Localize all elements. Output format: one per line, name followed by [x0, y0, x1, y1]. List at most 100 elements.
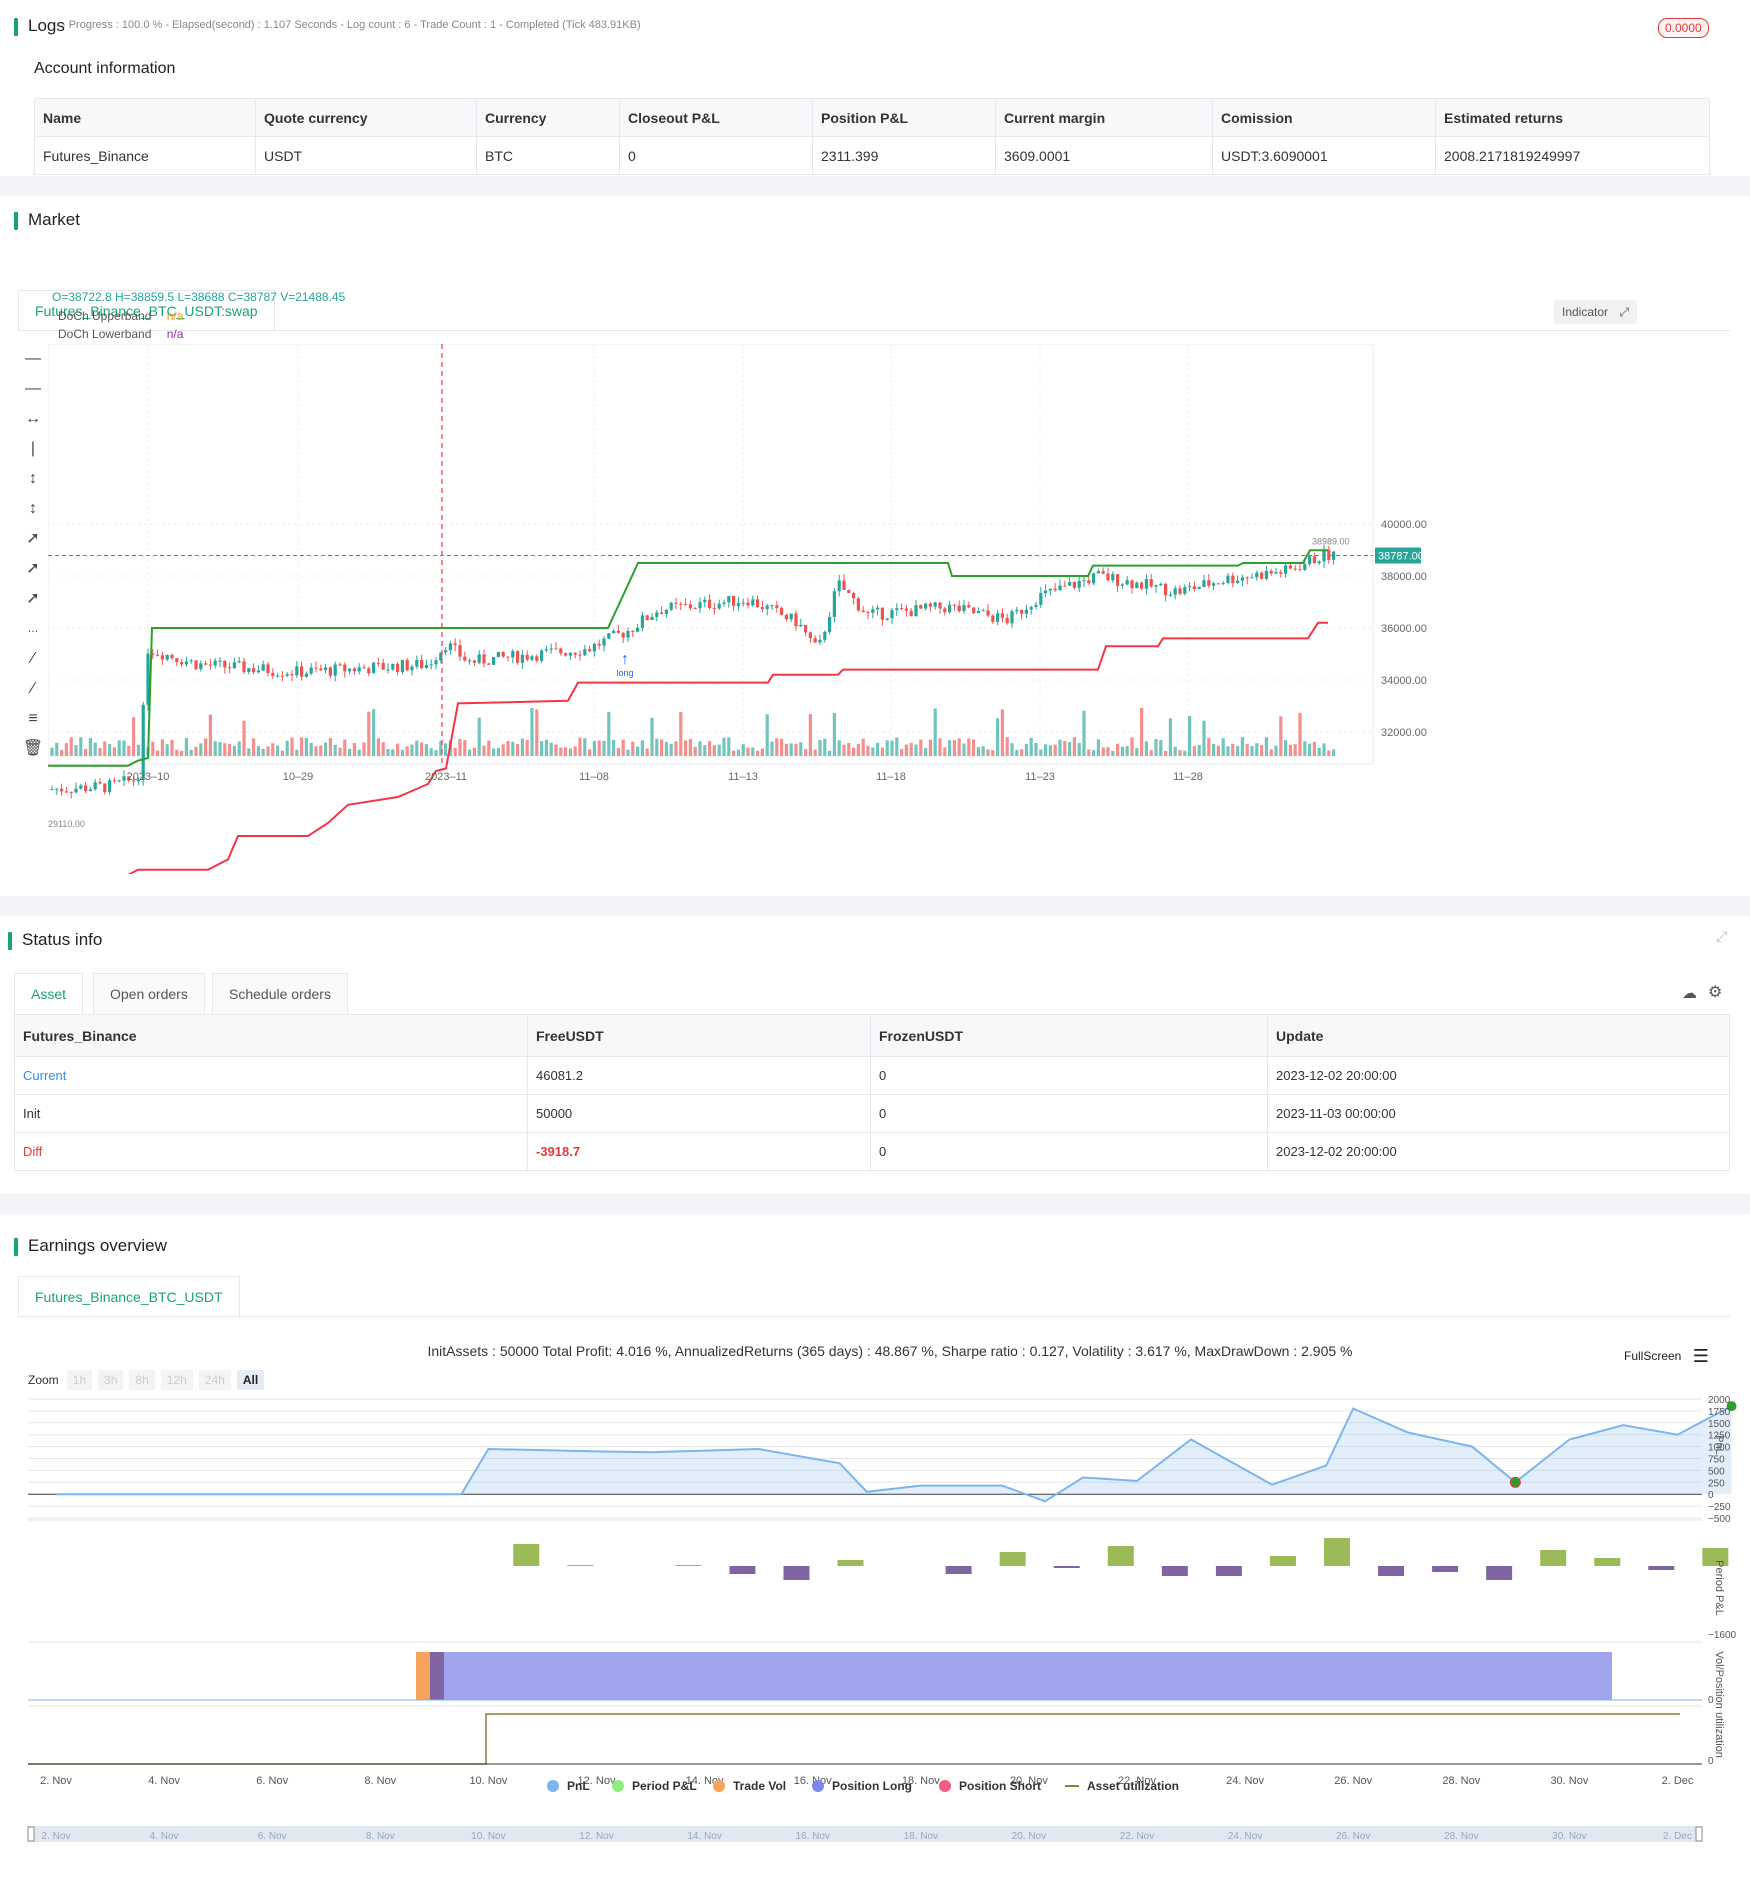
volume-bar — [861, 738, 865, 756]
volume-bar — [938, 738, 942, 756]
candle-body — [242, 661, 246, 672]
candle-body — [463, 656, 467, 661]
candle-body — [477, 654, 481, 663]
candle-body — [856, 598, 860, 611]
gear-icon[interactable]: ⚙ — [1708, 984, 1723, 1001]
info-line-icon[interactable]: … — [27, 623, 39, 635]
volume-bar — [573, 746, 577, 756]
candle-body — [1245, 577, 1249, 579]
candle-body — [1058, 585, 1062, 591]
candle-body — [684, 604, 688, 606]
menu-icon[interactable]: ☰ — [1692, 1346, 1709, 1366]
tab-schedule-orders[interactable]: Schedule orders — [212, 973, 348, 1015]
candle-body — [1164, 583, 1168, 596]
candle-body — [568, 652, 572, 656]
candle-body — [952, 604, 956, 606]
volume-bar — [1202, 720, 1206, 756]
volume-bar — [780, 738, 784, 756]
candle-body — [866, 612, 870, 614]
asset-header-row: Futures_Binance FreeUSDT FrozenUSDT Upda… — [14, 1014, 1730, 1057]
extended-trend-icon[interactable]: ➚ — [26, 590, 40, 607]
candle-body — [319, 668, 323, 671]
vertical-arrow-icon[interactable]: ↕ — [29, 500, 37, 517]
candle-body — [266, 664, 270, 674]
volume-bar — [103, 741, 107, 756]
volume-bar — [616, 748, 620, 756]
candle-body — [256, 670, 260, 673]
volume-bar — [986, 749, 990, 756]
zoom-all[interactable]: All — [236, 1370, 265, 1390]
candle-body — [1231, 575, 1235, 583]
volume-bar — [1144, 741, 1148, 756]
candle-body — [981, 610, 985, 612]
extended-line-icon[interactable]: ↔ — [25, 410, 41, 427]
earnings-chart[interactable]: 200017501500125010007505002500−250−500−1… — [0, 1390, 1750, 1900]
zoom-label: Zoom — [28, 1373, 59, 1387]
cloud-download-icon[interactable]: ☁ — [1682, 985, 1697, 1002]
candle-body — [218, 660, 222, 662]
candle-body — [324, 667, 328, 671]
ray-icon[interactable]: ➚ — [26, 560, 40, 577]
candle-body — [544, 649, 548, 651]
volume-bar — [472, 747, 476, 756]
trash-icon[interactable]: 🗑 — [22, 740, 44, 757]
position-bar — [430, 1652, 444, 1700]
candle-body — [1264, 570, 1268, 579]
period-pnl-bar — [1702, 1548, 1729, 1566]
zoom-24h[interactable]: 24h — [198, 1370, 231, 1390]
tab-asset[interactable]: Asset — [14, 973, 84, 1015]
candle-body — [688, 604, 692, 609]
account-info-title: Account information — [34, 60, 176, 77]
status-title: Status info — [8, 930, 102, 950]
vertical-line-icon[interactable]: | — [30, 440, 36, 457]
tab-open-orders[interactable]: Open orders — [93, 973, 205, 1015]
navigator-label: 22. Nov — [1120, 1831, 1154, 1842]
col-header: Estimated returns — [1435, 98, 1710, 137]
volume-bar — [295, 749, 299, 756]
fib-levels-icon[interactable]: ≡ — [28, 710, 38, 727]
fullscreen-button[interactable]: FullScreen ☰ — [1624, 1346, 1709, 1367]
trend-line-icon[interactable]: ➚ — [26, 530, 40, 547]
volume-bar — [837, 740, 841, 756]
period-pnl-bar — [783, 1566, 810, 1580]
vertical-segment-icon[interactable]: ↕ — [29, 470, 37, 487]
volume-bar — [890, 740, 894, 756]
table-row: Diff -3918.7 0 2023-12-02 20:00:00 — [14, 1132, 1730, 1171]
zoom-3h[interactable]: 3h — [98, 1370, 124, 1390]
volume-bar — [1087, 749, 1091, 756]
candle-body — [1173, 588, 1177, 595]
collapse-icon[interactable]: ⤢ — [1716, 928, 1728, 944]
candle-body — [300, 666, 304, 677]
candle-body — [549, 648, 553, 650]
logs-badge: 0.0000 — [1658, 18, 1709, 38]
tab-market-symbol[interactable]: Futures_Binance_BTC_USDT:swap — [18, 290, 275, 332]
candle-body — [1269, 570, 1273, 574]
volume-bar — [400, 749, 404, 756]
indicator-button[interactable]: Indicator ⤢ — [1554, 300, 1637, 324]
navigator-label: 26. Nov — [1336, 1831, 1370, 1842]
parallel-channel-icon[interactable]: ∕ — [31, 650, 35, 667]
candle-body — [285, 674, 289, 676]
volume-bar — [559, 747, 563, 756]
volume-bar — [338, 747, 342, 756]
candle-body — [996, 613, 1000, 622]
horizontal-line-icon[interactable]: — — [25, 350, 41, 367]
candle-body — [986, 610, 990, 616]
market-title: Market — [14, 210, 80, 230]
candle-body — [410, 666, 414, 671]
volume-bar — [199, 743, 203, 756]
zoom-1h[interactable]: 1h — [66, 1370, 93, 1390]
expand-icon[interactable]: ⤢ — [1619, 305, 1629, 319]
zoom-8h[interactable]: 8h — [129, 1370, 155, 1390]
tab-earnings-symbol[interactable]: Futures_Binance_BTC_USDT — [18, 1276, 240, 1318]
pitchfork-icon[interactable]: ∕ — [31, 680, 35, 697]
candle-body — [261, 664, 265, 671]
horizontal-ray-icon[interactable]: — — [25, 380, 41, 397]
col-header: Futures_Binance — [14, 1014, 528, 1057]
legend-swatch — [812, 1780, 824, 1792]
candle-body — [103, 783, 107, 793]
zoom-12h[interactable]: 12h — [160, 1370, 193, 1390]
candle-body — [1308, 556, 1312, 564]
period-pnl-bar — [1432, 1566, 1459, 1572]
